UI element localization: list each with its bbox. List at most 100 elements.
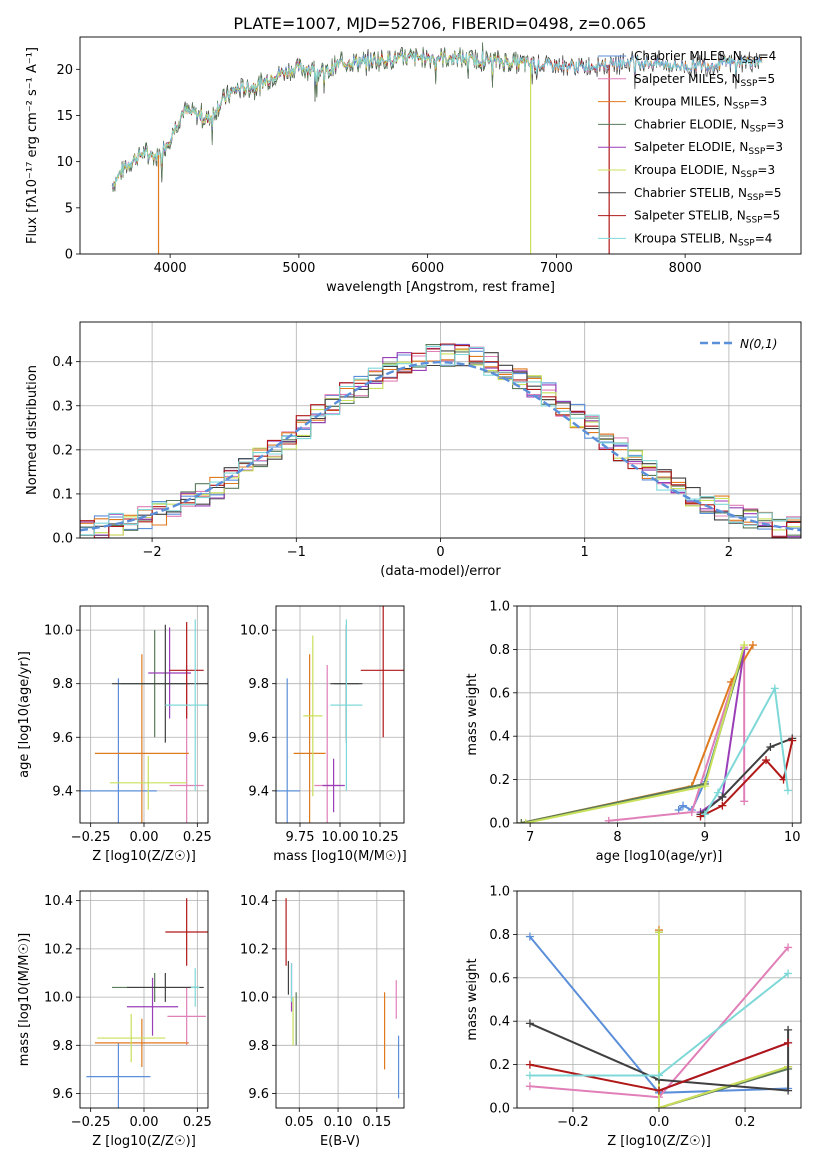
legend-label-sub: SSP <box>741 170 758 180</box>
axes-frame <box>275 605 405 824</box>
weight-marker <box>696 812 705 821</box>
x-tick-label: 0.25 <box>183 830 212 845</box>
y-tick-label: 0.3 <box>52 399 73 414</box>
weight-marker <box>784 1038 793 1047</box>
legend-label-tail: =4 <box>755 231 773 245</box>
legend-label-tail: =5 <box>757 72 775 86</box>
x-axis-label: mass [log10(M/M☉)] <box>273 849 406 864</box>
legend-label-sub: SSP <box>742 56 759 66</box>
weight-marker <box>687 808 696 817</box>
weight-lines <box>517 641 797 823</box>
x-tick-label: 0.10 <box>324 1115 353 1130</box>
y-tick-label: 0.4 <box>489 1015 510 1030</box>
y-axis-label: mass [log10(M/M☉)] <box>17 933 32 1066</box>
weight-marker <box>740 641 749 650</box>
y-tick-label: 9.8 <box>248 677 269 692</box>
legend-label-tail: =5 <box>763 209 781 223</box>
x-tick-label: 0.00 <box>130 1115 159 1130</box>
legend-label-sub: SSP <box>750 124 767 134</box>
y-tick-label: 10.4 <box>44 894 73 909</box>
axes-frame <box>516 605 802 824</box>
legend-label: Chabrier STELIB, NSSP=5 <box>634 186 782 203</box>
weight-marker <box>713 788 722 797</box>
weight-marker <box>748 641 757 650</box>
panel-mass-vs-ebv: 0.05 0.10 0.15 9.6 9.8 10.0 10.2 10.4 E(B-V) <box>240 890 405 1149</box>
weight-marker <box>525 1060 534 1069</box>
weight-marker <box>525 932 534 941</box>
x-tick-label: −0.2 <box>557 1115 589 1130</box>
x-axis-label: Z [log10(Z/Z☉)] <box>607 1134 711 1149</box>
axes-frame <box>516 890 802 1109</box>
x-tick-label: −0.25 <box>71 1115 111 1130</box>
legend-label: N(0,1) <box>740 337 777 351</box>
y-tick-label: 10.2 <box>44 942 73 957</box>
y-tick-label: 10.0 <box>240 991 269 1006</box>
y-tick-label: 1.0 <box>489 885 510 900</box>
y-tick-label: 9.6 <box>248 1087 269 1102</box>
y-axis-label: age [log10(age/yr)] <box>17 651 32 778</box>
weight-marker <box>700 810 709 819</box>
y-tick-label: 0.4 <box>52 355 73 370</box>
legend-label-sub: SSP <box>741 79 758 89</box>
legend-label-tail: =4 <box>759 49 777 63</box>
panel-mass-weight-vs-Z: −0.2 0.0 0.2 0.0 0.2 0.4 0.6 0.8 1.0 Z [log10(Z/Z… <box>465 885 802 1149</box>
weight-marker <box>655 1086 663 1095</box>
weight-line <box>608 646 746 822</box>
weight-marker <box>525 1082 534 1091</box>
weight-marker <box>784 969 793 978</box>
weight-marker <box>770 684 779 693</box>
axes-frame <box>79 890 209 1109</box>
weight-marker <box>784 943 793 952</box>
weight-marker <box>783 786 792 795</box>
x-tick-label: 10.25 <box>361 830 398 845</box>
y-tick-label: 10.0 <box>240 624 269 639</box>
y-tick-label: 10.4 <box>240 894 269 909</box>
x-tick-label: 0.0 <box>649 1115 670 1130</box>
legend-label-sub: SSP <box>747 193 764 203</box>
spectrum-line <box>111 51 763 188</box>
y-tick-label: 0.8 <box>489 928 510 943</box>
legend-label-sub: SSP <box>746 216 763 226</box>
x-tick-label: 9 <box>701 830 709 845</box>
y-tick-label: 0 <box>65 248 73 263</box>
x-tick-label: 2 <box>725 545 733 560</box>
x-axis-label: (data-model)/error <box>380 564 501 579</box>
weight-marker <box>740 797 749 806</box>
y-tick-label: 10.0 <box>44 624 73 639</box>
weight-marker <box>521 819 530 823</box>
x-axis-label: Z [log10(Z/Z☉)] <box>92 849 196 864</box>
y-axis-label: mass weight <box>465 958 480 1040</box>
y-tick-label: 9.4 <box>52 784 73 799</box>
y-tick-label: 9.6 <box>52 731 73 746</box>
x-axis-label: E(B-V) <box>320 1134 360 1149</box>
y-tick-label: 0.8 <box>489 643 510 658</box>
panel-mass-vs-Z: −0.25 0.00 0.25 9.6 9.8 10.0 10.2 10.4 Z [log10(… <box>17 890 212 1149</box>
x-tick-label: 5000 <box>282 261 315 276</box>
x-tick-label: 8000 <box>669 261 702 276</box>
y-axis-label: Normed distribution <box>25 365 40 495</box>
y-tick-label: 9.4 <box>248 784 269 799</box>
x-tick-label: 7 <box>526 830 534 845</box>
y-tick-label: 0.2 <box>489 773 510 788</box>
x-tick-label: 1 <box>581 545 589 560</box>
panel-mass-weight-vs-age: 7 8 9 10 0.0 0.2 0.4 0.6 0.8 1.0 age [log10(age/yr… <box>465 600 802 864</box>
legend-label-tail: =3 <box>765 140 783 154</box>
x-tick-label: 8 <box>613 830 621 845</box>
histograms <box>80 343 801 538</box>
y-tick-label: 0.0 <box>489 1102 510 1117</box>
x-tick-label: −2 <box>143 545 162 560</box>
y-tick-label: 20 <box>56 63 73 78</box>
x-axis-label: wavelength [Angstrom, rest frame] <box>326 280 555 295</box>
legend-label: Salpeter MILES, NSSP=5 <box>634 72 775 89</box>
weight-lines <box>525 926 793 1108</box>
y-tick-label: 9.8 <box>52 677 73 692</box>
x-tick-label: 0.25 <box>183 1115 212 1130</box>
weight-marker <box>655 1071 663 1080</box>
x-tick-label: 0.00 <box>130 830 159 845</box>
y-tick-label: 0.6 <box>489 971 510 986</box>
legend-label-tail: =3 <box>766 117 784 131</box>
legend-label: Chabrier MILES, NSSP=4 <box>634 49 776 66</box>
y-tick-label: 15 <box>56 109 73 124</box>
y-tick-label: 0.0 <box>489 817 510 832</box>
